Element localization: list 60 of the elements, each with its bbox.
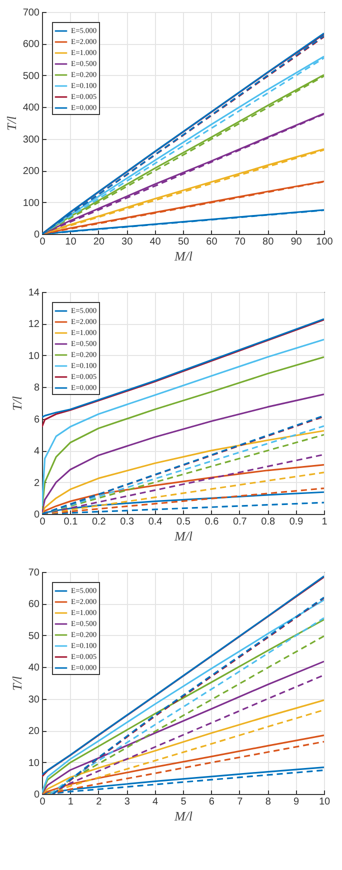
x-tick-label: 80 [262, 236, 274, 248]
x-tick-label: 10 [318, 796, 330, 808]
y-axis-title: T/l [4, 116, 19, 131]
y-tick-label: 300 [22, 134, 40, 146]
x-tick-label: 4 [152, 796, 159, 808]
y-tick-label: 0 [34, 790, 40, 800]
x-tick-label: 0.3 [120, 516, 134, 528]
x-tick-label: 30 [122, 236, 134, 248]
y-tick-label: 10 [28, 350, 40, 362]
x-tick-label: 0.7 [232, 516, 248, 528]
x-tick-label: 1 [322, 516, 328, 528]
y-tick-label: 20 [28, 726, 40, 738]
y-tick-label: 0 [34, 230, 40, 240]
x-tick-label: 0.4 [148, 516, 163, 528]
y-axis-title: T/l [9, 676, 24, 691]
y-axis-title: T/l [9, 396, 24, 411]
x-tick-label: 0.2 [92, 516, 106, 528]
x-tick-label: 8 [265, 796, 272, 808]
x-tick-label: 3 [124, 796, 130, 808]
x-tick-label: 40 [150, 236, 162, 248]
y-tick-label: 10 [28, 758, 40, 769]
y-tick-label: 12 [28, 319, 40, 330]
y-tick-label: 600 [22, 39, 40, 50]
y-tick-label: 0 [34, 510, 40, 520]
y-tick-label: 500 [22, 70, 40, 82]
y-tick-label: 30 [28, 694, 40, 706]
y-tick-label: 700 [22, 8, 40, 18]
x-tick-label: 7 [237, 796, 244, 808]
y-tick-label: 14 [28, 288, 40, 298]
y-tick-label: 2 [34, 478, 40, 489]
x-axis-title: M/l [173, 248, 193, 264]
y-tick-label: 200 [22, 166, 40, 178]
x-tick-label: 90 [290, 236, 302, 248]
y-tick-label: 70 [28, 568, 40, 578]
x-tick-label: 1 [68, 796, 74, 808]
x-axis-title: M/l [173, 528, 193, 544]
x-tick-label: 0.6 [204, 516, 220, 528]
x-tick-label: 0.9 [289, 516, 304, 528]
x-tick-label: 5 [180, 796, 187, 808]
y-tick-label: 400 [22, 102, 40, 114]
x-tick-label: 60 [206, 236, 218, 248]
x-tick-label: 0.8 [261, 516, 276, 528]
x-tick-label: 70 [234, 236, 246, 248]
y-tick-label: 100 [22, 198, 40, 209]
x-axis-title: M/l [173, 808, 193, 824]
x-tick-label: 100 [316, 236, 334, 248]
y-tick-label: 60 [28, 599, 40, 610]
x-tick-label: 0.1 [64, 516, 78, 528]
x-tick-label: 50 [178, 236, 190, 248]
y-tick-label: 6 [34, 414, 40, 426]
y-tick-label: 40 [28, 662, 40, 674]
x-tick-label: 6 [208, 796, 215, 808]
x-tick-label: 9 [294, 796, 300, 808]
x-tick-label: 10 [65, 236, 77, 248]
x-tick-label: 0.5 [176, 516, 191, 528]
y-tick-label: 4 [34, 446, 40, 458]
x-tick-label: 2 [96, 796, 102, 808]
y-tick-label: 8 [34, 382, 40, 394]
x-tick-label: 20 [93, 236, 105, 248]
y-tick-label: 50 [28, 630, 40, 642]
